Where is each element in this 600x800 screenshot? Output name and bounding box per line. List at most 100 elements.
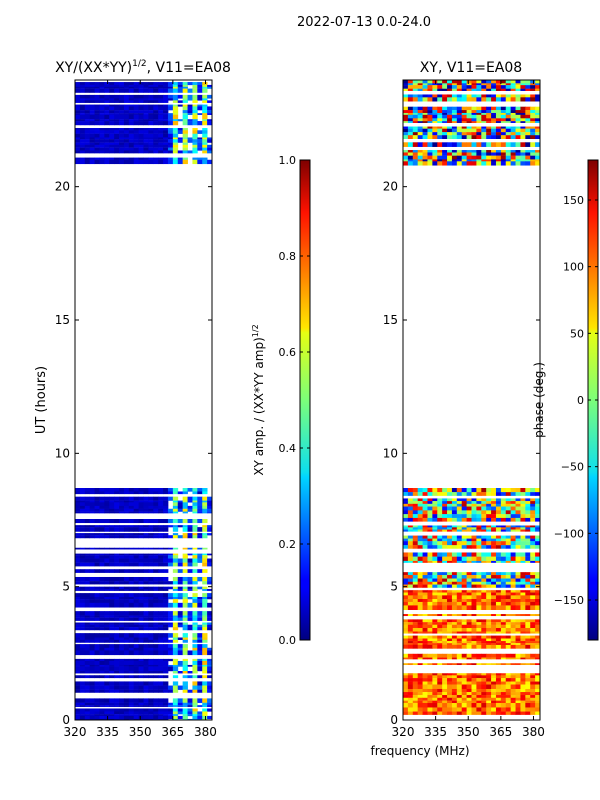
- heatmap-cell: [202, 150, 208, 154]
- heatmap-cell: [114, 553, 120, 556]
- heatmap-cell: [197, 675, 203, 679]
- heatmap-cell: [109, 519, 115, 524]
- heatmap-cell: [471, 578, 477, 582]
- heatmap-cell: [461, 584, 467, 588]
- heatmap-cell: [407, 678, 414, 682]
- heatmap-cell: [530, 599, 536, 603]
- heatmap-cell: [148, 615, 154, 618]
- heatmap-cell: [505, 152, 512, 156]
- heatmap-cell: [114, 715, 120, 720]
- heatmap-cell: [163, 624, 169, 628]
- heatmap-cell: [119, 624, 125, 628]
- heatmap-cell: [461, 695, 467, 698]
- heatmap-cell: [432, 538, 438, 542]
- heatmap-cell: [158, 535, 164, 539]
- heatmap-cell: [163, 576, 169, 582]
- heatmap-cell: [407, 527, 414, 530]
- heatmap-cell: [148, 502, 154, 507]
- heatmap-cell: [447, 692, 453, 696]
- heatmap-cell: [427, 681, 433, 685]
- heatmap-cell: [451, 159, 458, 162]
- heatmap-cell: [148, 660, 154, 666]
- heatmap-cell: [466, 584, 472, 588]
- heatmap-cell: [412, 527, 419, 530]
- heatmap-cell: [84, 624, 91, 628]
- heatmap-cell: [515, 663, 521, 666]
- heatmap-cell: [202, 553, 208, 556]
- heatmap-cell: [407, 631, 414, 634]
- heatmap-cell: [403, 595, 409, 600]
- heatmap-cell: [466, 538, 472, 542]
- heatmap-cell: [486, 663, 492, 666]
- heatmap-cell: [427, 517, 433, 522]
- heatmap-cell: [437, 529, 443, 532]
- heatmap-cell: [202, 88, 208, 93]
- heatmap-cell: [128, 650, 135, 656]
- heatmap-cell: [525, 688, 531, 693]
- heatmap-cell: [520, 560, 526, 563]
- heatmap-cell: [412, 80, 419, 84]
- heatmap-cell: [535, 663, 540, 666]
- heatmap-cell: [104, 708, 110, 712]
- heatmap-cell: [89, 666, 95, 672]
- heatmap-cell: [197, 98, 203, 101]
- heatmap-cell: [94, 553, 100, 556]
- heatmap-cell: [119, 617, 125, 621]
- heatmap-cell: [432, 678, 438, 682]
- heatmap-cell: [466, 627, 472, 632]
- heatmap-cell: [500, 527, 507, 530]
- heatmap-cell: [79, 119, 86, 122]
- heatmap-cell: [153, 681, 159, 686]
- heatmap-cell: [172, 144, 179, 148]
- heatmap-cell: [471, 692, 477, 696]
- heatmap-cell: [447, 128, 453, 133]
- heatmap-cell: [417, 94, 423, 98]
- heatmap-cell: [500, 627, 507, 632]
- heatmap-cell: [138, 86, 144, 89]
- heatmap-cell: [182, 527, 188, 532]
- heatmap-cell: [197, 596, 203, 600]
- heatmap-cell: [99, 519, 105, 524]
- heatmap-cell: [515, 684, 521, 690]
- heatmap-cell: [500, 644, 507, 649]
- heatmap-cell: [114, 130, 120, 134]
- heatmap-cell: [128, 119, 135, 122]
- heatmap-cell: [447, 622, 453, 625]
- heatmap-cell: [182, 119, 188, 122]
- heatmap-cell: [510, 525, 516, 528]
- heatmap-cell: [109, 647, 115, 651]
- heatmap-cell: [427, 644, 433, 649]
- heatmap-cell: [505, 684, 512, 690]
- heatmap-cell: [94, 689, 100, 693]
- heatmap-cell: [495, 121, 502, 123]
- heatmap-cell: [486, 112, 492, 116]
- heatmap-cell: [505, 700, 512, 704]
- heatmap-cell: [143, 681, 149, 686]
- heatmap-cell: [456, 675, 463, 679]
- heatmap-cell: [466, 684, 472, 690]
- heatmap-cell: [187, 119, 193, 122]
- heatmap-cell: [104, 650, 110, 656]
- heatmap-cell: [99, 128, 105, 131]
- heatmap-cell: [495, 128, 502, 133]
- heatmap-cell: [476, 126, 482, 129]
- heatmap-cell: [535, 514, 540, 519]
- heatmap-cell: [84, 599, 91, 604]
- heatmap-cell: [520, 488, 526, 493]
- heatmap-cell: [182, 558, 188, 563]
- heatmap-cell: [500, 85, 507, 89]
- heatmap-cell: [128, 671, 135, 674]
- heatmap-cell: [486, 110, 492, 114]
- heatmap-cell: [192, 698, 198, 703]
- heatmap-cell: [192, 106, 198, 111]
- heatmap-cell: [75, 533, 81, 536]
- heatmap-cell: [422, 599, 428, 603]
- heatmap-cell: [202, 711, 208, 715]
- heatmap-cell: [451, 85, 458, 89]
- heatmap-cell: [471, 595, 477, 600]
- heatmap-cell: [491, 132, 497, 136]
- heatmap-cell: [99, 562, 105, 567]
- heatmap-cell: [202, 110, 208, 114]
- heatmap-cell: [148, 617, 154, 621]
- heatmap-cell: [187, 581, 193, 585]
